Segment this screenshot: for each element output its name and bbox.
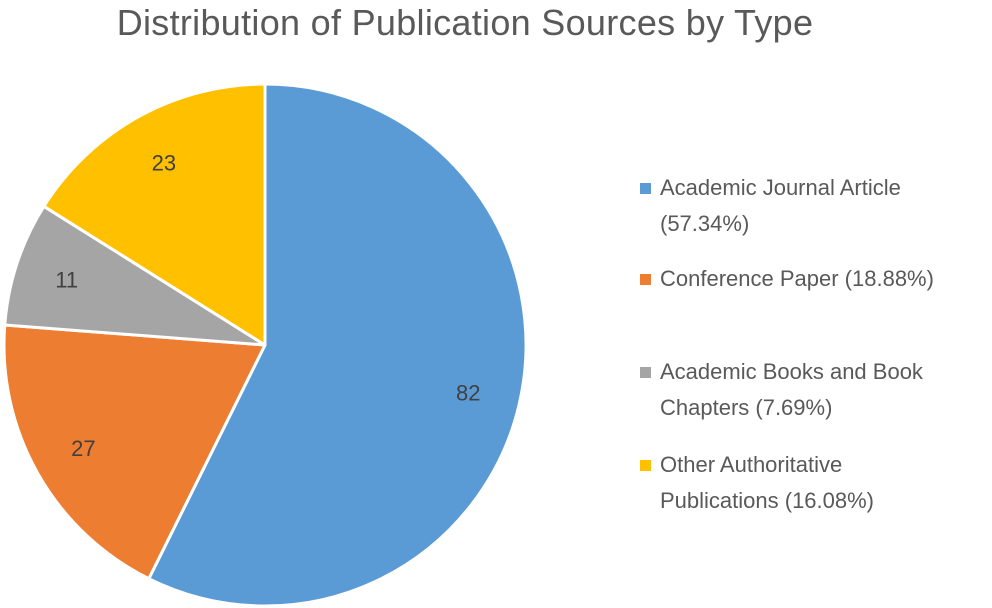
legend-item-journal: Academic Journal Article (57.34%): [640, 170, 990, 242]
pie-slice-other: [42, 82, 267, 347]
legend-swatch-conference: [640, 274, 651, 285]
legend-label-other: Other Authoritative Publications (16.08%): [660, 452, 875, 513]
pie-slice-books: [3, 204, 267, 347]
pie-slice-journal: [147, 82, 528, 608]
legend-item-conference: Conference Paper (18.88%): [640, 261, 990, 297]
legend-item-other: Other Authoritative Publications (16.08%): [640, 447, 990, 519]
pie-slice-conference: [2, 323, 267, 581]
legend-label-books: Academic Books and Book Chapters (7.69%): [660, 359, 923, 420]
data-label-conference: 27: [71, 436, 95, 461]
legend-label-journal: Academic Journal Article (57.34%): [660, 175, 901, 236]
legend-label-conference: Conference Paper (18.88%): [660, 266, 934, 291]
legend-swatch-books: [640, 367, 651, 378]
data-label-books: 11: [55, 268, 78, 293]
data-label-journal: 82: [456, 381, 480, 406]
legend-swatch-other: [640, 460, 651, 471]
legend-swatch-journal: [640, 183, 651, 194]
chart-title: Distribution of Publication Sources by T…: [116, 2, 814, 43]
data-label-other: 23: [152, 150, 176, 175]
legend-item-books: Academic Books and Book Chapters (7.69%): [640, 354, 990, 426]
